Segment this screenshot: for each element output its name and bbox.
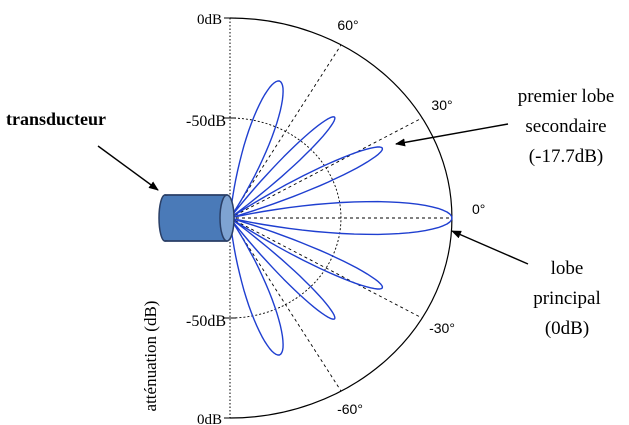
angle-label-60: 60° (337, 17, 358, 33)
transducer-face (219, 194, 235, 242)
ray-minus-60 (229, 217, 342, 392)
ray-minus-30 (229, 217, 423, 319)
side-lobe-arrow (395, 123, 509, 147)
main-lobe-label-line3: (0dB) (545, 318, 589, 339)
transducer-arrow (97, 145, 159, 191)
angle-label-0: 0° (472, 201, 485, 217)
transducer-cylinder (158, 194, 235, 242)
radial-axis-title: atténuation (dB) (141, 301, 160, 412)
side-lobe-label-line1: premier lobe (518, 86, 615, 107)
transducer-label: transducteur (6, 109, 106, 129)
tick-label-bottom-outer: 0dB (197, 412, 222, 425)
main-lobe-label-line1: lobe (551, 258, 584, 279)
ray-60 (229, 44, 342, 219)
radiation-pattern-curve (229, 80, 453, 356)
tick-label-top-mid: -50dB (186, 113, 226, 130)
main-lobe-label-line2: principal (533, 288, 601, 309)
angle-label-minus-60: -60° (337, 401, 363, 417)
main-lobe-arrow (451, 230, 529, 265)
polar-grid (224, 17, 453, 419)
ray-30 (229, 117, 423, 219)
side-lobe-label-line2: secondaire (525, 116, 606, 137)
angle-label-30: 30° (431, 97, 452, 113)
tick-label-bottom-mid: -50dB (186, 313, 226, 330)
transducer-body-fill (165, 196, 227, 240)
side-lobe-label-line3: (-17.7dB) (529, 146, 603, 167)
tick-label-top-outer: 0dB (197, 12, 222, 28)
angle-label-minus-30: -30° (429, 320, 455, 336)
